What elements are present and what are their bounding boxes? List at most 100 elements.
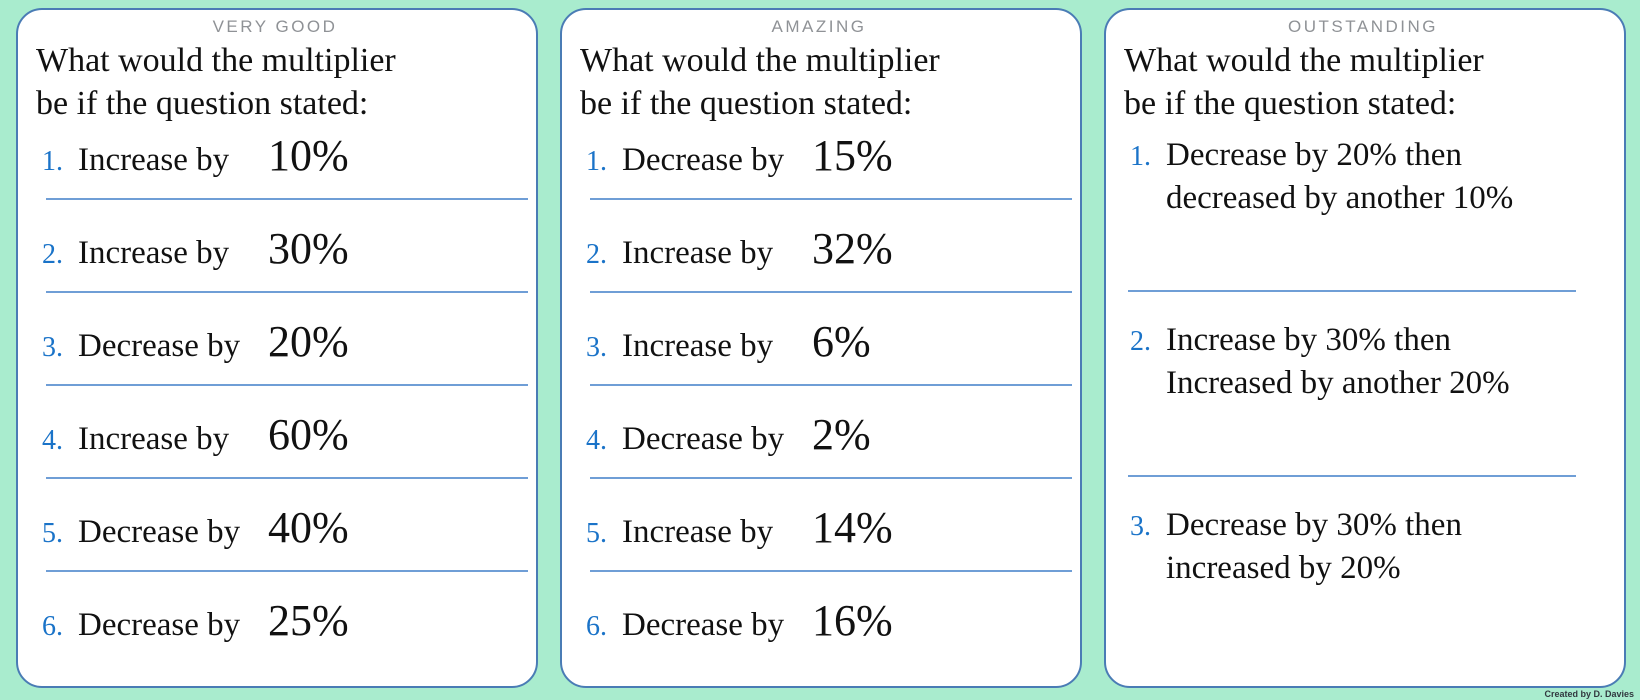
item-number: 1.: [1130, 140, 1151, 172]
question-item-1: 1. Decrease by 20% then decreased by anot…: [1130, 134, 1604, 220]
item-text: Decrease by: [622, 420, 785, 457]
card-heading-very-good: VERY GOOD: [212, 17, 338, 36]
question-group: 1. Increase by 10%: [42, 130, 528, 227]
separator-line: [46, 197, 528, 200]
question-line-1: What would the multiplier: [1124, 42, 1484, 79]
question-item-3: 3. Decrease by 30% then increased by 20%: [1130, 504, 1604, 590]
question-group: 2. Increase by 32%: [586, 223, 1072, 320]
question-item-5: 5. Increase by 14%: [586, 502, 1060, 553]
item-value: 6%: [812, 316, 871, 366]
item-value: 10%: [268, 130, 349, 180]
item-text: Increase by: [78, 420, 230, 457]
question-line-1: What would the multiplier: [36, 42, 396, 79]
question-list: 1. Decrease by 20% then decreased by anot…: [1128, 134, 1604, 590]
question-text: What would the multiplier be if the ques…: [1124, 40, 1604, 126]
question-list: 1. Decrease by 15% 2. Increase by 32% 3.…: [586, 130, 1072, 646]
question-group: 1. Decrease by 20% then decreased by anot…: [1128, 134, 1604, 319]
separator-line: [590, 569, 1072, 572]
separator-line: [46, 476, 528, 479]
item-number: 3.: [42, 331, 63, 363]
question-line-2: be if the question stated:: [1124, 84, 1457, 122]
item-value: 25%: [268, 595, 349, 645]
item-value: 20%: [268, 316, 349, 366]
separator-line: [1128, 474, 1576, 477]
question-line-1: What would the multiplier: [580, 42, 940, 79]
question-item-2: 2. Increase by 30%: [42, 223, 516, 274]
card-heading-outstanding: OUTSTANDING: [1288, 17, 1438, 36]
item-number: 4.: [586, 424, 607, 456]
question-group: 6. Decrease by 16%: [586, 595, 1060, 646]
item-text: Increase by: [622, 513, 774, 550]
question-group: 3. Increase by 6%: [586, 316, 1072, 413]
item-text: Decrease by: [622, 606, 785, 643]
question-item-3: 3. Increase by 6%: [586, 316, 1060, 367]
item-text: Increase by: [622, 327, 774, 364]
item-value: 40%: [268, 502, 349, 552]
item-text: Increase by: [622, 234, 774, 271]
question-item-1: 1. Decrease by 15%: [586, 130, 1060, 181]
item-number: 5.: [586, 517, 607, 549]
separator-line: [46, 383, 528, 386]
card-amazing: AMAZING What would the multiplier be if …: [560, 8, 1082, 688]
item-text-line-2: Increased by another 20%: [1166, 364, 1510, 401]
credit-text: Created by D. Davies: [1544, 689, 1634, 699]
question-item-4: 4. Increase by 60%: [42, 409, 516, 460]
question-group: 1. Decrease by 15%: [586, 130, 1072, 227]
question-item-6: 6. Decrease by 25%: [42, 595, 516, 646]
item-number: 1.: [586, 145, 607, 177]
item-text-line-2: increased by 20%: [1166, 549, 1401, 586]
question-text: What would the multiplier be if the ques…: [580, 40, 1060, 126]
question-group: 4. Increase by 60%: [42, 409, 528, 506]
item-value: 15%: [812, 130, 893, 180]
card-outstanding: OUTSTANDING What would the multiplier be…: [1104, 8, 1626, 688]
item-text: Decrease by 30% then increased by 20%: [1166, 504, 1462, 590]
question-group: 2. Increase by 30% then Increased by anot…: [1128, 319, 1604, 504]
separator-line: [590, 383, 1072, 386]
item-text: Decrease by: [78, 327, 241, 364]
question-list: 1. Increase by 10% 2. Increase by 30% 3.…: [42, 130, 528, 646]
item-value: 32%: [812, 223, 893, 273]
question-group: 5. Increase by 14%: [586, 502, 1072, 599]
item-value: 60%: [268, 409, 349, 459]
item-value: 30%: [268, 223, 349, 273]
question-group: 2. Increase by 30%: [42, 223, 528, 320]
question-item-5: 5. Decrease by 40%: [42, 502, 516, 553]
item-value: 14%: [812, 502, 893, 552]
question-group: 3. Decrease by 30% then increased by 20%: [1130, 504, 1604, 590]
question-item-4: 4. Decrease by 2%: [586, 409, 1060, 460]
item-text-line-1: Decrease by 30% then: [1166, 506, 1462, 543]
item-number: 3.: [1130, 510, 1151, 542]
question-line-2: be if the question stated:: [36, 84, 369, 122]
item-text: Decrease by: [622, 141, 785, 178]
item-text: Decrease by: [78, 513, 241, 550]
question-item-6: 6. Decrease by 16%: [586, 595, 1060, 646]
question-group: 4. Decrease by 2%: [586, 409, 1072, 506]
question-text: What would the multiplier be if the ques…: [36, 40, 516, 126]
item-number: 1.: [42, 145, 63, 177]
question-item-3: 3. Decrease by 20%: [42, 316, 516, 367]
item-text: Increase by: [78, 234, 230, 271]
separator-line: [590, 476, 1072, 479]
item-text: Increase by 30% then Increased by another…: [1166, 319, 1510, 405]
question-group: 3. Decrease by 20%: [42, 316, 528, 413]
item-text: Decrease by: [78, 606, 241, 643]
question-line-2: be if the question stated:: [580, 84, 913, 122]
item-number: 3.: [586, 331, 607, 363]
separator-line: [590, 197, 1072, 200]
item-number: 2.: [42, 238, 63, 270]
slide-board: VERY GOOD What would the multiplier be i…: [16, 8, 1626, 688]
separator-line: [46, 569, 528, 572]
separator-line: [46, 290, 528, 293]
card-heading-amazing: AMAZING: [771, 17, 867, 36]
item-number: 5.: [42, 517, 63, 549]
question-item-1: 1. Increase by 10%: [42, 130, 516, 181]
separator-line: [590, 290, 1072, 293]
item-text-line-2: decreased by another 10%: [1166, 179, 1514, 216]
question-item-2: 2. Increase by 30% then Increased by anot…: [1130, 319, 1604, 405]
item-number: 2.: [586, 238, 607, 270]
separator-line: [1128, 289, 1576, 292]
item-value: 2%: [812, 409, 871, 459]
item-text: Decrease by 20% then decreased by another…: [1166, 134, 1513, 220]
question-group: 6. Decrease by 25%: [42, 595, 516, 646]
item-value: 16%: [812, 595, 893, 645]
